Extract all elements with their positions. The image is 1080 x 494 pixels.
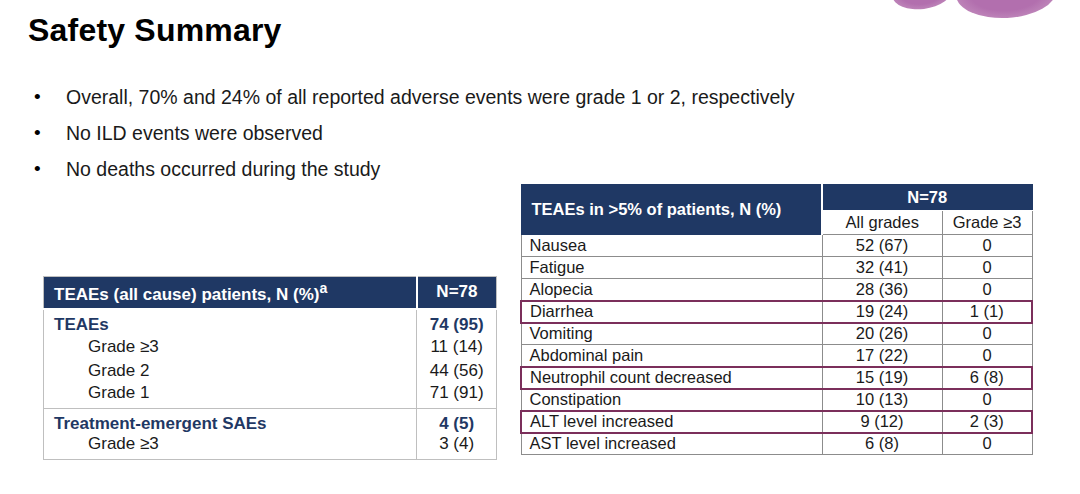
row-label: AST level increased <box>521 433 822 455</box>
table-row: Abdominal pain17 (22)0 <box>521 345 1032 367</box>
row-value: 44 (56) <box>417 359 497 383</box>
cell-all-grades: 9 (12) <box>822 411 942 433</box>
row-label: Grade 2 <box>44 359 417 383</box>
row-label: TEAEs <box>44 309 417 335</box>
table-row: Diarrhea19 (24)1 (1) <box>521 301 1032 323</box>
logo-fragment <box>890 0 1080 30</box>
row-value: 3 (4) <box>417 434 497 460</box>
bullet-item: • Overall, 70% and 24% of all reported a… <box>34 84 994 120</box>
right-table-n-header: N=78 <box>822 185 1032 211</box>
table-header-row: TEAEs (all cause) patients, N (%)a N=78 <box>44 277 497 309</box>
logo-petal-icon <box>890 0 954 13</box>
teae-frequency-table-wrap: TEAEs in >5% of patients, N (%) N=78 All… <box>520 184 1031 455</box>
row-label: Alopecia <box>521 279 822 301</box>
row-value: 74 (95) <box>417 309 497 335</box>
row-label: Fatigue <box>521 257 822 279</box>
row-value: 4 (5) <box>417 408 497 434</box>
table-row: AST level increased6 (8)0 <box>521 433 1032 455</box>
bullet-list: • Overall, 70% and 24% of all reported a… <box>34 84 994 192</box>
table-row: Alopecia28 (36)0 <box>521 279 1032 301</box>
cell-all-grades: 10 (13) <box>822 389 942 411</box>
left-table-header-label: TEAEs (all cause) patients, N (%)a <box>44 277 417 309</box>
cell-grade3: 0 <box>942 235 1032 257</box>
page-title: Safety Summary <box>28 12 282 49</box>
cell-grade3: 2 (3) <box>942 411 1032 433</box>
cell-all-grades: 6 (8) <box>822 433 942 455</box>
cell-grade3: 0 <box>942 433 1032 455</box>
table-row: Treatment-emergent SAEs4 (5) <box>44 408 497 434</box>
left-table-header-n: N=78 <box>417 277 497 309</box>
cell-grade3: 0 <box>942 345 1032 367</box>
table-row: ALT level increased9 (12)2 (3) <box>521 411 1032 433</box>
right-table-body: Nausea52 (67)0Fatigue32 (41)0Alopecia28 … <box>521 235 1032 455</box>
bullet-text: No deaths occurred during the study <box>66 156 380 182</box>
cell-all-grades: 52 (67) <box>822 235 942 257</box>
row-label: Grade 1 <box>44 383 417 409</box>
cell-all-grades: 32 (41) <box>822 257 942 279</box>
table-row: Grade ≥33 (4) <box>44 434 497 460</box>
bullet-dot-icon: • <box>34 156 66 182</box>
row-value: 71 (91) <box>417 383 497 409</box>
row-label: Grade ≥3 <box>44 335 417 359</box>
row-label: Nausea <box>521 235 822 257</box>
row-value: 11 (14) <box>417 335 497 359</box>
table-row: Nausea52 (67)0 <box>521 235 1032 257</box>
cell-grade3: 0 <box>942 257 1032 279</box>
cell-grade3: 6 (8) <box>942 367 1032 389</box>
row-label: Constipation <box>521 389 822 411</box>
bullet-text: Overall, 70% and 24% of all reported adv… <box>66 84 794 110</box>
teae-summary-table-wrap: TEAEs (all cause) patients, N (%)a N=78 … <box>43 276 497 460</box>
left-table-body: TEAEs74 (95)Grade ≥311 (14)Grade 244 (56… <box>44 309 497 460</box>
bullet-item: • No ILD events were observed <box>34 120 994 156</box>
cell-all-grades: 19 (24) <box>822 301 942 323</box>
table-row: Grade 244 (56) <box>44 359 497 383</box>
bullet-dot-icon: • <box>34 120 66 146</box>
col-header-grade3: Grade ≥3 <box>942 211 1032 235</box>
row-label: Vomiting <box>521 323 822 345</box>
row-label: Treatment-emergent SAEs <box>44 408 417 434</box>
cell-all-grades: 20 (26) <box>822 323 942 345</box>
table-row: TEAEs74 (95) <box>44 309 497 335</box>
cell-grade3: 1 (1) <box>942 301 1032 323</box>
table-row: Grade 171 (91) <box>44 383 497 409</box>
table-row: Vomiting20 (26)0 <box>521 323 1032 345</box>
table-row: Grade ≥311 (14) <box>44 335 497 359</box>
cell-grade3: 0 <box>942 389 1032 411</box>
footnote-marker: a <box>319 280 327 296</box>
bullet-dot-icon: • <box>34 84 66 110</box>
table-row: Fatigue32 (41)0 <box>521 257 1032 279</box>
cell-grade3: 0 <box>942 323 1032 345</box>
row-label: Neutrophil count decreased <box>521 367 822 389</box>
right-table-corner-header: TEAEs in >5% of patients, N (%) <box>521 185 822 235</box>
table-header-row: TEAEs in >5% of patients, N (%) N=78 <box>521 185 1032 211</box>
cell-all-grades: 17 (22) <box>822 345 942 367</box>
row-label: Abdominal pain <box>521 345 822 367</box>
cell-all-grades: 28 (36) <box>822 279 942 301</box>
table-row: Neutrophil count decreased15 (19)6 (8) <box>521 367 1032 389</box>
table-row: Constipation10 (13)0 <box>521 389 1032 411</box>
teae-frequency-table: TEAEs in >5% of patients, N (%) N=78 All… <box>520 184 1033 455</box>
row-label: Diarrhea <box>521 301 822 323</box>
col-header-all-grades: All grades <box>822 211 942 235</box>
logo-petal-icon <box>955 0 1057 21</box>
slide: Safety Summary • Overall, 70% and 24% of… <box>0 0 1080 494</box>
teae-summary-table: TEAEs (all cause) patients, N (%)a N=78 … <box>43 276 497 460</box>
cell-grade3: 0 <box>942 279 1032 301</box>
row-label: Grade ≥3 <box>44 434 417 460</box>
row-label: ALT level increased <box>521 411 822 433</box>
cell-all-grades: 15 (19) <box>822 367 942 389</box>
bullet-text: No ILD events were observed <box>66 120 323 146</box>
